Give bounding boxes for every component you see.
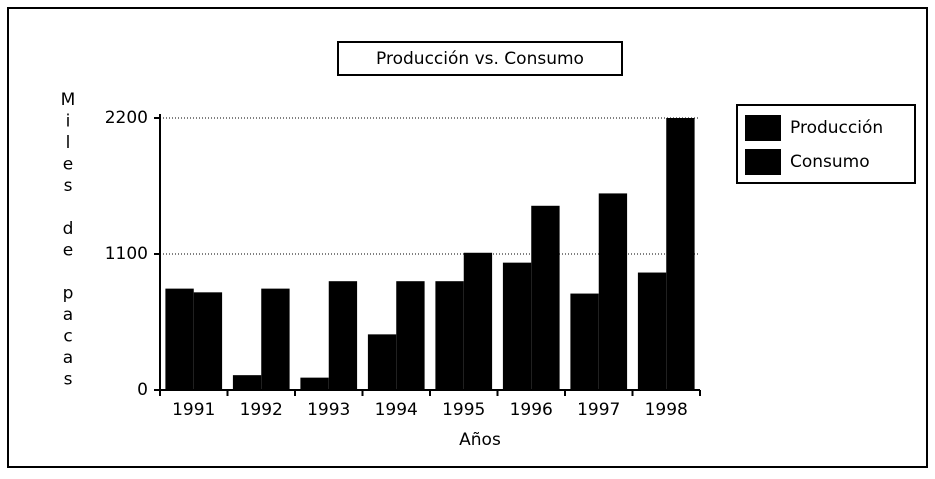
x-axis-label: Años bbox=[459, 430, 501, 450]
bar bbox=[666, 118, 695, 390]
bar bbox=[396, 281, 425, 390]
x-tick-label: 1991 bbox=[172, 400, 215, 420]
x-tick-label: 1998 bbox=[645, 400, 688, 420]
bar bbox=[261, 288, 290, 390]
legend-swatch bbox=[745, 115, 781, 141]
x-tick-label: 1994 bbox=[375, 400, 418, 420]
y-tick-label: 1100 bbox=[105, 244, 148, 264]
x-tick-label: 1997 bbox=[577, 400, 620, 420]
bar bbox=[531, 205, 560, 390]
bar bbox=[570, 293, 599, 390]
legend-label: Consumo bbox=[790, 152, 870, 172]
x-tick-label: 1996 bbox=[510, 400, 553, 420]
bar bbox=[300, 377, 329, 390]
bar bbox=[435, 281, 464, 390]
bar bbox=[328, 281, 358, 390]
bar bbox=[637, 272, 667, 390]
legend-swatch bbox=[745, 149, 781, 175]
bar bbox=[463, 252, 493, 390]
y-tick-label: 2200 bbox=[105, 108, 148, 128]
x-tick-label: 1995 bbox=[442, 400, 485, 420]
x-tick-label: 1993 bbox=[307, 400, 350, 420]
bar bbox=[502, 262, 532, 390]
x-tick-label: 1992 bbox=[240, 400, 283, 420]
legend-label: Producción bbox=[790, 118, 883, 138]
title-box bbox=[337, 41, 623, 76]
bar bbox=[193, 292, 223, 390]
chart-title: Producción vs. Consumo bbox=[376, 49, 584, 69]
y-tick-label: 0 bbox=[137, 380, 148, 400]
bar bbox=[232, 375, 262, 390]
bar bbox=[367, 334, 397, 390]
bar bbox=[598, 193, 628, 390]
bar bbox=[165, 288, 194, 390]
